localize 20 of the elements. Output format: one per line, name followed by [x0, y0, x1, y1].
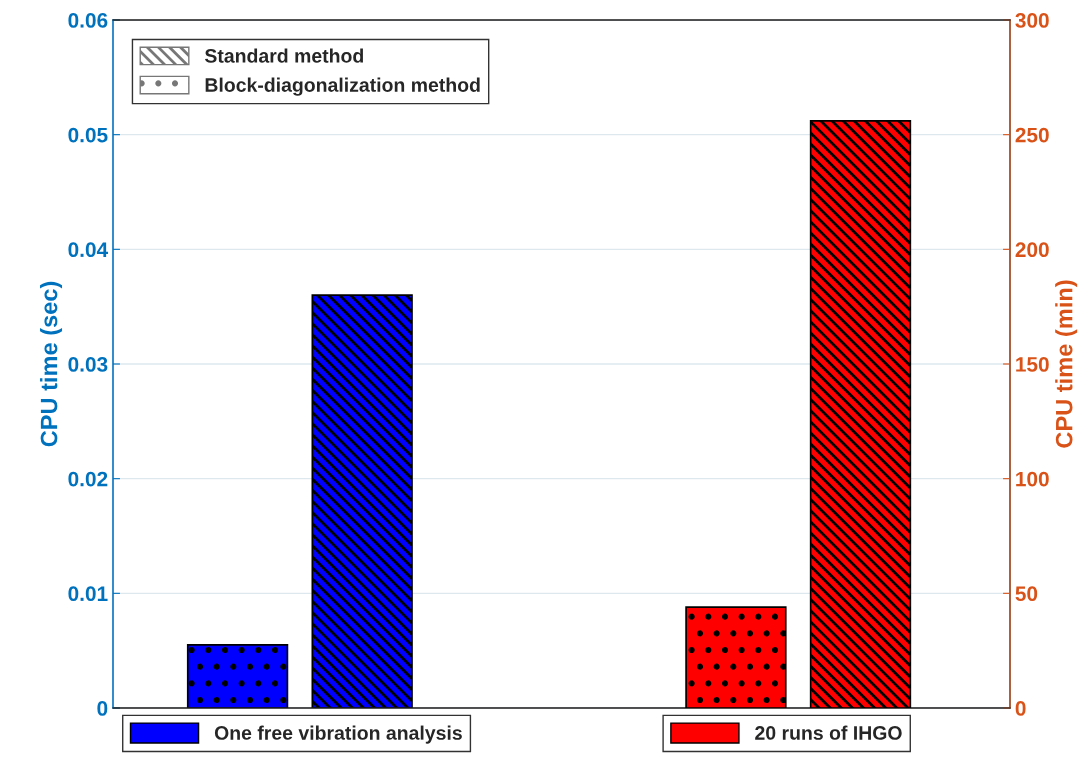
legend-label: One free vibration analysis [214, 725, 462, 744]
y-tick-label: 0.02 [68, 471, 108, 487]
y-tick-label: 0.04 [68, 242, 109, 258]
y2-tick-label: 200 [1015, 242, 1049, 258]
y2-tick-label: 100 [1016, 471, 1049, 487]
y-tick-label: 0.01 [68, 586, 108, 602]
y-tick-label: 0 [97, 701, 108, 716]
annotation: Block-diagonalization method [205, 77, 480, 96]
y2-tick-label: 50 [1015, 586, 1038, 602]
legend-label: 20 runs of IHGO [755, 725, 902, 740]
y-tick-label: 0.03 [68, 357, 108, 372]
y-tick-label: 0.05 [68, 127, 108, 143]
y2-tick-label: 0 [1015, 701, 1026, 716]
y2-axis-title: CPU time (min) [1055, 280, 1078, 448]
annotation: Standard method [204, 48, 363, 63]
y2-tick-label: 250 [1015, 127, 1049, 143]
y-axis-title: CPU time (sec) [40, 281, 63, 447]
y2-tick-label: 300 [1015, 13, 1049, 28]
y-tick-label: 0.06 [68, 13, 108, 28]
y2-tick-label: 150 [1016, 357, 1049, 372]
